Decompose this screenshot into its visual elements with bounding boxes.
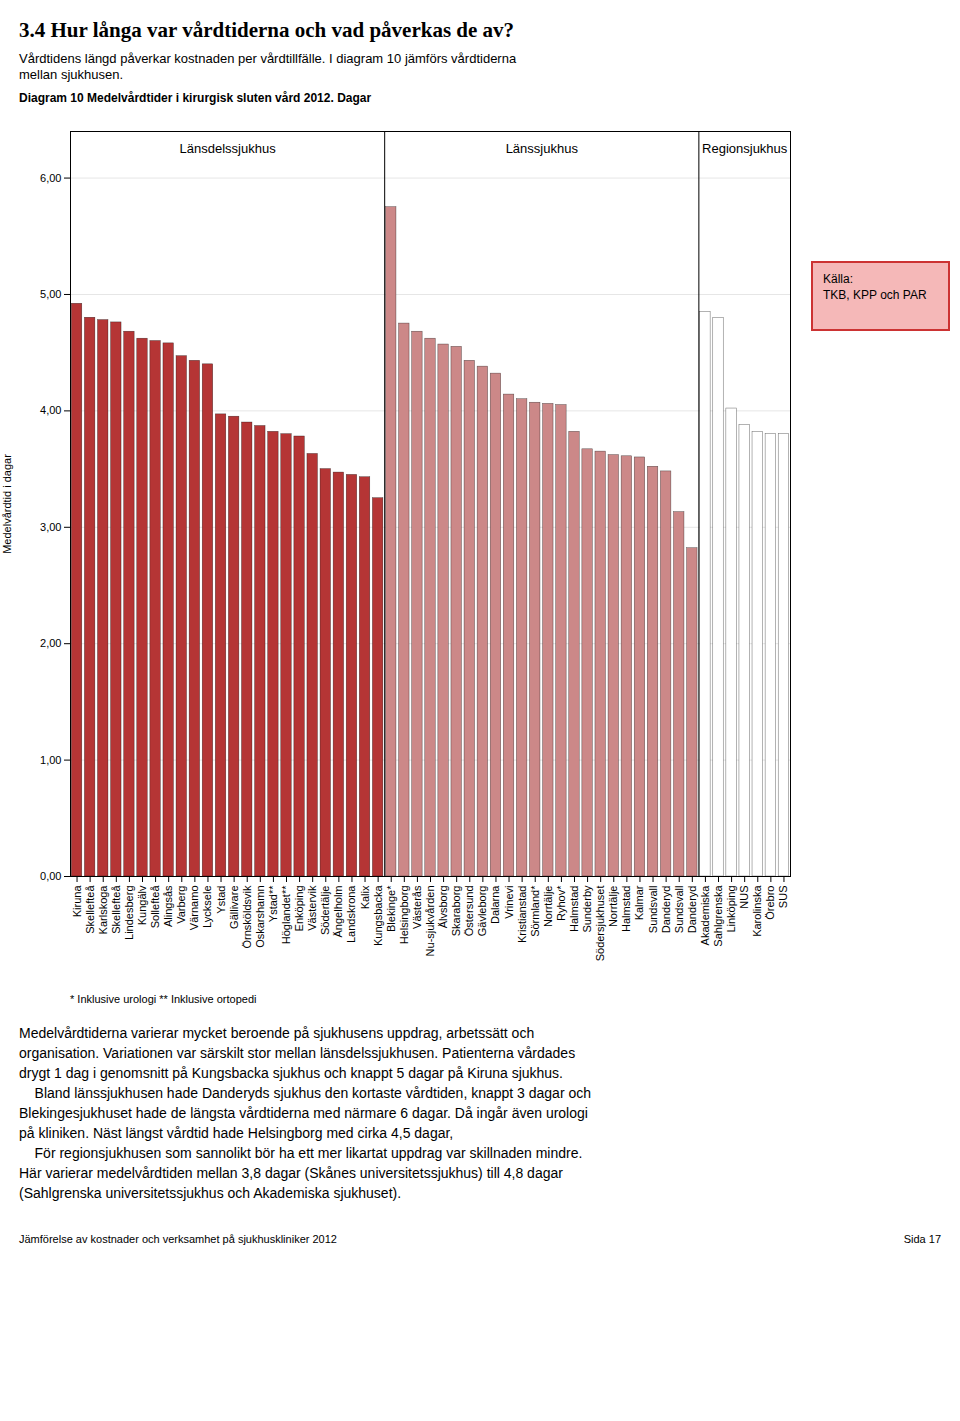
html-text:organisation. Variationen var: organisation. Variationen var särskilt s…: [19, 1045, 576, 1061]
svg-text:Södersjukhuset: Södersjukhuset: [594, 886, 606, 962]
svg-text:4,00: 4,00: [40, 404, 61, 416]
svg-text:Skellefteå: Skellefteå: [84, 885, 96, 934]
svg-text:Sörmland*: Sörmland*: [529, 885, 541, 937]
svg-text:Medelvårdtid i dagar: Medelvårdtid i dagar: [1, 454, 13, 554]
svg-text:Örnsköldsvik: Örnsköldsvik: [241, 885, 253, 948]
html-text:Bland länssjukhusen hade Dande: Bland länssjukhusen hade Danderyds sjukh…: [19, 1085, 591, 1101]
html-text:på kliniken. Näst längst vårdt: på kliniken. Näst längst vårdtid hade He…: [19, 1125, 454, 1141]
svg-text:6,00: 6,00: [40, 172, 61, 184]
svg-text:Kalmar: Kalmar: [633, 885, 645, 920]
svg-text:Gällivare: Gällivare: [228, 886, 240, 929]
svg-text:Halmstad: Halmstad: [620, 886, 632, 932]
svg-text:0,00: 0,00: [40, 870, 61, 882]
svg-text:Ystad: Ystad: [215, 886, 227, 914]
html-text:Sida 17: Sida 17: [903, 1233, 941, 1245]
svg-text:Sollefteå: Sollefteå: [149, 885, 161, 929]
svg-text:Gävleborg: Gävleborg: [476, 886, 488, 937]
svg-text:Kristianstad: Kristianstad: [516, 886, 528, 943]
html-text:Jämförelse av kostnader och ve: Jämförelse av kostnader och verksamhet p…: [19, 1233, 337, 1245]
svg-text:Helsingborg: Helsingborg: [398, 886, 410, 945]
svg-text:Alingsås: Alingsås: [162, 885, 174, 927]
svg-text:NUS: NUS: [738, 886, 750, 909]
html-text:mellan sjukhusen.: mellan sjukhusen.: [19, 67, 124, 82]
svg-text:Danderyd: Danderyd: [686, 886, 698, 934]
svg-text:Älvsborg: Älvsborg: [437, 886, 449, 929]
svg-text:Vrinevi: Vrinevi: [503, 886, 515, 919]
html-text:Medelvårdtiderna varierar myck: Medelvårdtiderna varierar mycket beroend…: [19, 1025, 535, 1041]
html-text:* Inklusive urologi ** Inklusi: * Inklusive urologi ** Inklusive ortoped…: [70, 993, 257, 1005]
svg-text:Sahlgrenska: Sahlgrenska: [712, 885, 724, 947]
svg-text:5,00: 5,00: [40, 288, 61, 300]
svg-text:Enköping: Enköping: [293, 886, 305, 932]
svg-text:Norrtälje: Norrtälje: [542, 886, 554, 928]
svg-text:2,00: 2,00: [40, 637, 61, 649]
svg-text:Landskrona: Landskrona: [345, 885, 357, 943]
svg-text:Norrtälje: Norrtälje: [607, 886, 619, 928]
svg-text:Oskarshamn: Oskarshamn: [254, 886, 266, 948]
svg-text:Länsdelssjukhus: Länsdelssjukhus: [180, 141, 277, 156]
svg-text:Akademiska: Akademiska: [699, 885, 711, 946]
html-text:Vårdtidens längd påverkar kost: Vårdtidens längd påverkar kostnaden per …: [19, 51, 517, 66]
svg-text:Danderyd: Danderyd: [660, 886, 672, 934]
svg-text:Örebro: Örebro: [764, 886, 776, 920]
svg-text:Lindesberg: Lindesberg: [123, 886, 135, 940]
svg-text:Kungälv: Kungälv: [136, 885, 148, 925]
html-text:drygt 1 dag i genomsnitt på Ku: drygt 1 dag i genomsnitt på Kungsbacka s…: [19, 1065, 563, 1081]
html-text:Blekingesjukhuset hade de läng: Blekingesjukhuset hade de längsta vårdti…: [19, 1105, 588, 1121]
svg-text:SUS: SUS: [777, 886, 789, 909]
html-text:Källa:: Källa:: [823, 272, 853, 286]
svg-text:Ängelholm: Ängelholm: [332, 886, 344, 938]
svg-text:Västervik: Västervik: [306, 885, 318, 931]
html-text:(Sahlgrenska universitetssjukh: (Sahlgrenska universitetssjukhus och Aka…: [19, 1185, 402, 1201]
svg-text:Länssjukhus: Länssjukhus: [506, 141, 579, 156]
svg-text:Blekinge*: Blekinge*: [385, 885, 397, 932]
svg-text:Ryhov*: Ryhov*: [555, 885, 567, 921]
svg-text:Sundsvall: Sundsvall: [673, 886, 685, 934]
svg-text:Kiruna: Kiruna: [71, 885, 83, 918]
svg-text:1,00: 1,00: [40, 754, 61, 766]
html-text:Här varierar medelvårdtiden me: Här varierar medelvårdtiden mellan 3,8 d…: [19, 1165, 563, 1181]
html-text:För regionsjukhusen som sannol: För regionsjukhusen som sannolikt bör ha…: [19, 1145, 583, 1161]
svg-text:Dalarna: Dalarna: [489, 885, 501, 924]
svg-text:Kalix: Kalix: [359, 885, 371, 909]
svg-text:Skaraborg: Skaraborg: [450, 886, 462, 937]
svg-text:Regionsjukhus: Regionsjukhus: [702, 141, 788, 156]
svg-text:Halmstad: Halmstad: [568, 886, 580, 932]
svg-text:3,00: 3,00: [40, 521, 61, 533]
svg-text:Ystad**: Ystad**: [267, 885, 279, 922]
svg-text:Karlskoga: Karlskoga: [97, 885, 109, 935]
svg-text:Linköping: Linköping: [725, 886, 737, 933]
svg-text:Höglandet**: Höglandet**: [280, 885, 292, 944]
svg-text:Värnamo: Värnamo: [188, 886, 200, 931]
svg-text:Östersund: Östersund: [463, 886, 475, 937]
svg-text:Karolinska: Karolinska: [751, 885, 763, 937]
svg-text:Nu-sjukvården: Nu-sjukvården: [424, 886, 436, 957]
svg-text:Sunderby: Sunderby: [581, 885, 593, 933]
svg-text:Sundsvall: Sundsvall: [647, 886, 659, 934]
svg-text:Kungsbacka: Kungsbacka: [372, 885, 384, 946]
svg-text:Lycksele: Lycksele: [201, 886, 213, 928]
html-text:TKB, KPP och PAR: TKB, KPP och PAR: [823, 288, 927, 302]
svg-text:Västerås: Västerås: [411, 885, 423, 929]
html-text:Diagram 10 Medelvårdtider i ki: Diagram 10 Medelvårdtider i kirurgisk sl…: [19, 91, 372, 105]
svg-text:Varberg: Varberg: [175, 886, 187, 924]
svg-text:Skellefteå: Skellefteå: [110, 885, 122, 934]
html-text:3.4 Hur långa var vårdtiderna: 3.4 Hur långa var vårdtiderna och vad på…: [19, 18, 515, 42]
svg-text:Södertälje: Södertälje: [319, 886, 331, 936]
